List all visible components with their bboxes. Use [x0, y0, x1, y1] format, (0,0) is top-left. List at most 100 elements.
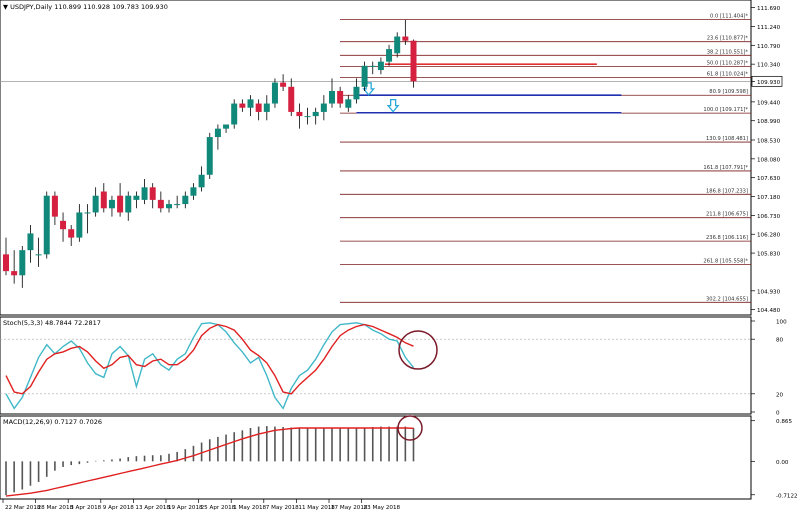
candle-body	[361, 65, 368, 87]
symbol-header: ▼ USDJPY,Daily 110.899 110.928 109.783 1…	[3, 3, 168, 11]
fib-level-label: 23.6 [110.877]*	[707, 36, 749, 42]
stoch-highlight-circle	[398, 330, 438, 370]
candle-body	[125, 195, 132, 213]
macd-highlight-circle	[397, 415, 423, 441]
time-tick-label: 25 Apr 2018	[201, 505, 236, 511]
fib-level-label: 261.8 [105.558]*	[703, 258, 748, 264]
candle-body	[312, 111, 319, 117]
candle-body	[353, 86, 360, 100]
candle-body	[27, 233, 34, 251]
stochastic-series: 100 80 20 0	[0, 320, 787, 417]
price-tick-label: 104.480	[757, 308, 781, 314]
candle-body	[51, 195, 58, 217]
candle-body	[369, 65, 376, 67]
time-tick-label: 22 Mar 2018	[5, 505, 41, 511]
candle-body	[247, 99, 254, 108]
candlesticks	[3, 19, 417, 288]
candle-body	[214, 128, 221, 138]
candle-body	[329, 90, 335, 104]
candle-body	[182, 195, 189, 205]
fib-level-label: 186.8 [107.233]	[706, 188, 748, 194]
candle-body	[43, 195, 50, 255]
candle-body	[174, 204, 181, 206]
candle-body	[100, 191, 107, 209]
time-tick-label: 9 Apr 2018	[103, 505, 134, 511]
macd-series: 0.865 0.00 -0.7122	[5, 419, 798, 499]
fib-level-label: 161.8 [107.791]*	[703, 165, 748, 171]
macd-signal-line	[5, 427, 414, 497]
stoch-axis-label: 0	[776, 411, 780, 417]
price-tick-label: 110.790	[757, 44, 781, 50]
candle-body	[263, 103, 270, 112]
time-tick-label: 7 May 2018	[266, 505, 299, 511]
time-tick-label: 3 Apr 2018	[70, 505, 101, 511]
candle-body	[296, 111, 303, 117]
candle-body	[255, 103, 262, 112]
candle-body	[19, 250, 26, 276]
main-price-panel[interactable]	[0, 0, 752, 316]
price-tick-label: 108.530	[757, 138, 781, 144]
price-axis: 111.690 111.240 110.790 110.340 109.930 109.4…	[751, 6, 783, 314]
candle-body	[76, 212, 83, 238]
fib-level-label: 130.9 [108.481]	[706, 136, 748, 142]
candle-body	[117, 195, 124, 213]
time-tick-label: 1 May 2018	[233, 505, 266, 511]
price-tick-label: 108.990	[757, 119, 781, 125]
stoch-title: Stoch(5,3,3) 48.7844 72.2817	[3, 319, 101, 327]
fib-level-label: 61.8 [110.024]*	[707, 71, 749, 77]
price-tick-label: 106.280	[757, 233, 781, 239]
fib-level-label: 80.9 [109.598]	[709, 89, 748, 95]
candle-body	[377, 61, 384, 71]
fib-level-label: 236.8 [106.116]	[706, 235, 748, 241]
price-tick-label: 106.730	[757, 214, 781, 220]
fib-level-label: 50.0 [110.287]*	[707, 60, 749, 66]
candle-body	[345, 99, 352, 108]
price-tick-label: 104.930	[757, 289, 781, 295]
fib-level-label: 302.2 [104.655]	[706, 296, 748, 302]
fibonacci-levels: 0.0 [111.404]* 23.6 [110.877]* 38.2 [110.5…	[0, 14, 751, 303]
stochastic-panel[interactable]	[0, 316, 752, 415]
price-tick-label: 107.180	[757, 195, 781, 201]
candle-body	[223, 124, 230, 129]
macd-axis-label: 0.00	[776, 460, 789, 466]
macd-panel[interactable]	[0, 415, 752, 500]
macd-axis-label: 0.865	[776, 419, 792, 425]
fib-level-label: 211.8 [106.675]	[706, 212, 748, 218]
candle-body	[166, 204, 172, 209]
time-tick-label: 13 Apr 2018	[135, 505, 170, 511]
candle-body	[280, 82, 287, 87]
fib-level-label: 38.2 [110.551]*	[707, 49, 749, 55]
candle-body	[288, 86, 295, 112]
price-tick-label: 111.240	[757, 25, 781, 31]
time-tick-label: 23 May 2018	[364, 505, 401, 511]
annotation-lines	[356, 63, 622, 114]
price-tick-label: 107.630	[757, 176, 781, 182]
candle-body	[157, 199, 164, 209]
candle-body	[206, 137, 213, 175]
candle-body	[149, 187, 156, 200]
fib-level-label: 0.0 [111.404]*	[710, 14, 748, 20]
stoch-axis-label: 100	[776, 320, 787, 326]
candle-body	[271, 82, 278, 104]
candle-body	[402, 36, 409, 41]
price-tick-label: 105.830	[757, 252, 781, 258]
candle-body	[108, 199, 115, 209]
candle-body	[394, 36, 401, 54]
candle-body	[133, 195, 140, 200]
macd-axis-label: -0.7122	[776, 493, 798, 499]
candle-body	[190, 187, 197, 196]
candle-body	[386, 49, 393, 62]
time-tick-label: 11 May 2018	[298, 505, 335, 511]
stoch-signal-line	[5, 323, 414, 395]
candle-body	[410, 40, 417, 82]
price-tick-label: 111.690	[757, 6, 781, 12]
down-arrow-marker	[386, 98, 400, 113]
stoch-axis-label: 80	[776, 338, 784, 344]
time-tick-label: 28 Mar 2018	[38, 505, 74, 511]
price-tick-label: 109.930	[757, 80, 781, 86]
candle-body	[84, 212, 91, 214]
stoch-axis-label: 20	[776, 392, 784, 398]
